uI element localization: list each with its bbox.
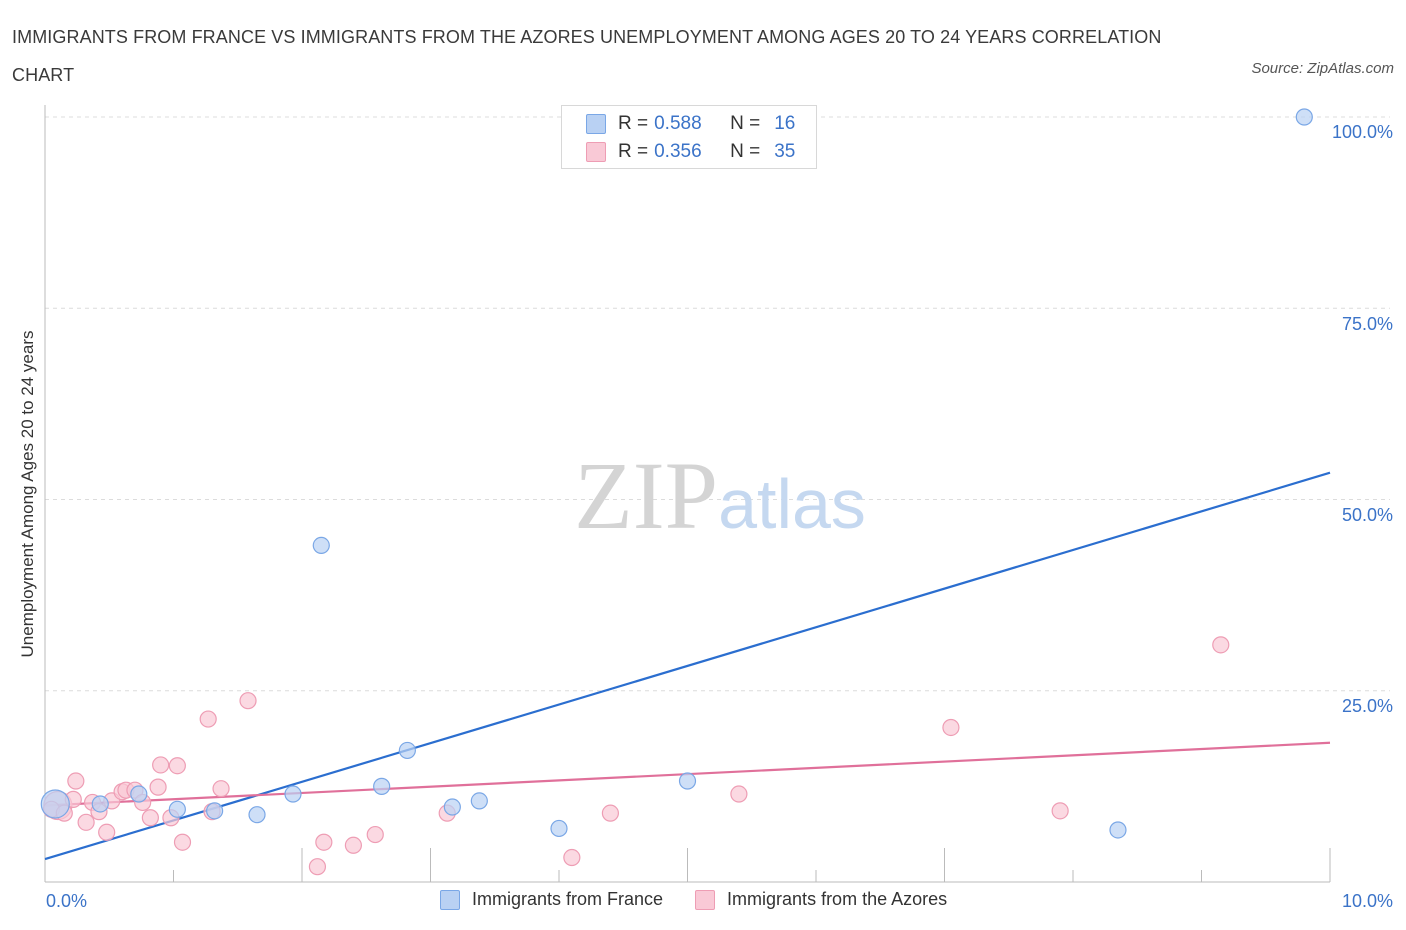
series-legend: Immigrants from France Immigrants from t… [440, 889, 979, 910]
n-label: N = [730, 113, 761, 134]
azores-point [141, 809, 159, 827]
france-point [206, 802, 224, 820]
stats-row-france: R = 0.588 N = 16 [586, 112, 795, 136]
azores-point [366, 825, 384, 844]
azores-point [942, 718, 960, 737]
source-label: Source: ZipAtlas.com [1251, 60, 1394, 77]
y-tick-label: 100.0% [1331, 122, 1393, 142]
stats-row-azores: R = 0.356 N = 35 [586, 140, 795, 164]
azores-swatch [586, 142, 606, 162]
azores-swatch [695, 889, 716, 910]
france-point [550, 819, 568, 838]
france-point [1109, 821, 1127, 839]
r-label: R = [618, 141, 649, 162]
legend-item-azores[interactable]: Immigrants from the Azores [695, 889, 947, 910]
azores-point [239, 692, 257, 710]
france-swatch [440, 889, 460, 910]
france-point [443, 798, 461, 816]
france-point [91, 795, 109, 813]
y-tick-label: 50.0% [1341, 505, 1393, 525]
france-point [398, 741, 416, 760]
legend-item-france[interactable]: Immigrants from France [440, 889, 663, 910]
watermark: ZIPatlas [574, 442, 866, 549]
azores-point [1051, 802, 1069, 820]
france-point [678, 772, 697, 790]
azores-point [77, 813, 95, 831]
azores-point [67, 772, 85, 790]
azores-point [173, 833, 192, 851]
france-point [130, 785, 148, 803]
azores-point [168, 757, 186, 775]
azores-point [730, 785, 748, 803]
france-point [40, 789, 70, 819]
azores-point [212, 780, 230, 798]
chart-title: IMMIGRANTS FROM FRANCE VS IMMIGRANTS FRO… [12, 27, 1162, 85]
legend-label: Immigrants from the Azores [727, 889, 948, 909]
azores-point [344, 836, 362, 854]
france-swatch [586, 114, 606, 134]
azores-point [199, 710, 217, 728]
france-point [373, 777, 391, 795]
r-value: 0.588 [654, 113, 702, 134]
n-value: 16 [774, 113, 796, 134]
y-axis-label: Unemployment Among Ages 20 to 24 years [18, 330, 37, 658]
azores-point [308, 858, 327, 876]
x-tick-label: 10.0% [1341, 891, 1393, 911]
azores-point [98, 823, 116, 841]
france-point [284, 785, 302, 803]
r-value: 0.356 [654, 141, 702, 162]
france-point [1295, 108, 1313, 126]
france-point [470, 792, 488, 810]
azores-point [152, 756, 170, 774]
azores-point [601, 804, 620, 822]
france-point [312, 536, 330, 555]
france-point [248, 806, 266, 824]
france-point [168, 800, 186, 818]
azores-point [149, 778, 167, 796]
n-value: 35 [774, 141, 796, 162]
azores-point [315, 833, 333, 851]
n-label: N = [730, 141, 761, 162]
x-tick-label: 0.0% [46, 891, 88, 911]
r-label: R = [618, 113, 649, 134]
stats-legend: R = 0.588 N = 16 R = 0.356 N = 35 [561, 105, 817, 169]
legend-label: Immigrants from France [472, 889, 664, 909]
azores-point [1212, 636, 1230, 654]
y-tick-label: 75.0% [1341, 314, 1393, 334]
y-tick-label: 25.0% [1341, 696, 1393, 716]
azores-point [563, 848, 581, 867]
